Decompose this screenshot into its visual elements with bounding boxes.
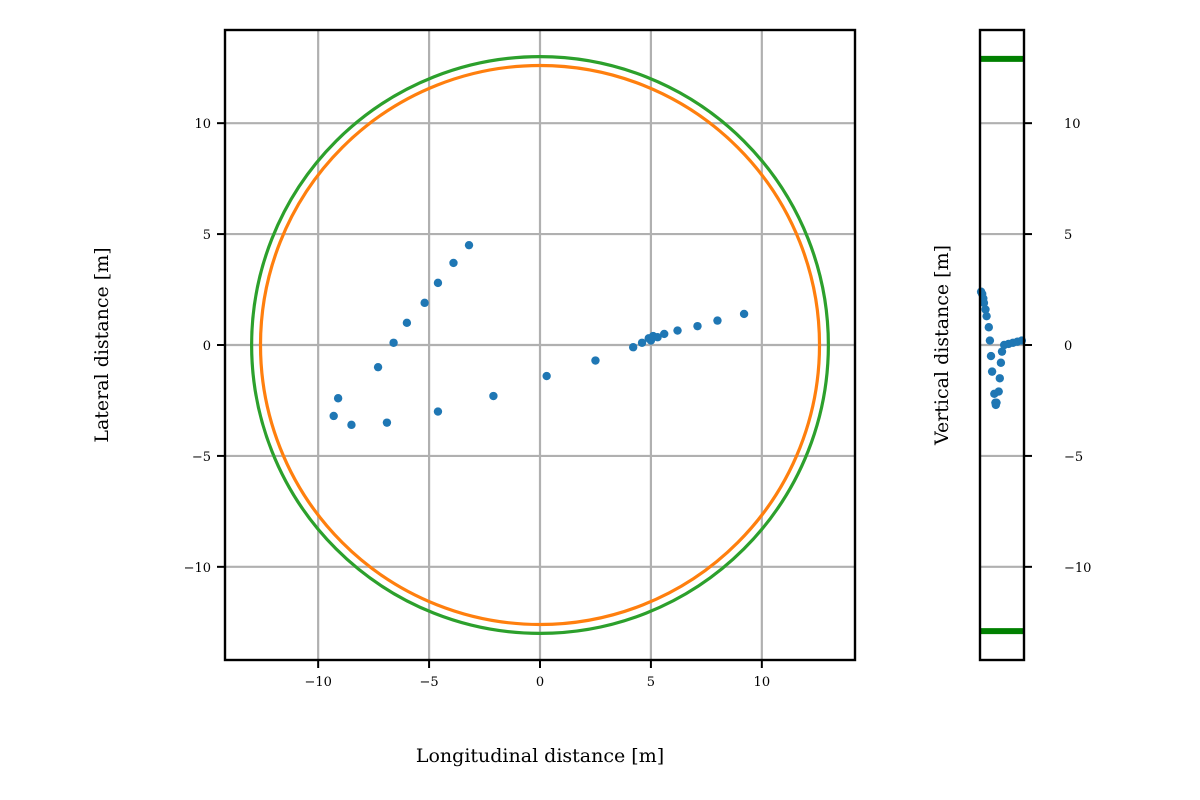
- scatter-point: [628, 343, 638, 352]
- scatter-point: [464, 240, 474, 250]
- range-circle: [250, 55, 830, 635]
- y-tick-label: 5: [203, 228, 211, 243]
- scatter-point: [693, 321, 702, 331]
- scatter-point: [992, 398, 1001, 407]
- scatter-point: [984, 323, 993, 332]
- x-tick-label: 5: [647, 675, 655, 690]
- scatter-point: [739, 309, 749, 319]
- side-tick-label: −10: [1064, 561, 1091, 576]
- scatter-point: [986, 351, 996, 361]
- x-axis-label: Longitudinal distance [m]: [416, 745, 664, 767]
- scatter-point: [433, 407, 443, 416]
- y-tick-label: 10: [194, 117, 211, 132]
- scatter-point: [660, 329, 669, 339]
- side-tick-label: 10: [1064, 117, 1081, 132]
- side-plot: −10 −5 0 5 10 Vertical distance [m]: [931, 28, 1091, 662]
- scatter-point: [420, 298, 429, 308]
- scatter-point: [542, 371, 551, 381]
- scatter-point: [329, 411, 338, 421]
- scatter-point: [333, 394, 343, 403]
- x-tick-label: 0: [536, 675, 544, 690]
- scatter-point: [591, 356, 600, 365]
- range-circle: [258, 63, 822, 627]
- scatter-point: [382, 418, 392, 427]
- y-axis-label: Lateral distance [m]: [91, 247, 113, 442]
- scatter-point: [489, 391, 498, 401]
- scatter-point: [979, 298, 989, 308]
- side-tick-label: −5: [1064, 450, 1083, 465]
- scatter-point: [996, 358, 1006, 367]
- main-scatter-series: [329, 240, 749, 430]
- y-tick-label: −10: [184, 561, 211, 576]
- y-tick-label: −5: [192, 450, 211, 465]
- scatter-point: [713, 316, 722, 325]
- scatter-point: [402, 318, 412, 328]
- side-grid: [980, 122, 1024, 568]
- scatter-point: [373, 362, 383, 372]
- scatter-point: [637, 338, 647, 347]
- scatter-point: [981, 305, 990, 314]
- y-tick-label: 0: [203, 339, 211, 354]
- main-circles: [250, 55, 830, 635]
- side-ticks: −10 −5 0 5 10: [1024, 117, 1091, 576]
- x-tick-label: 10: [754, 675, 771, 690]
- scatter-point: [987, 367, 997, 376]
- scatter-point: [997, 347, 1007, 356]
- main-ticks: −10 −5 0 5 10 −10 −5 0 5 10: [184, 117, 771, 690]
- vertical-axis-label: Vertical distance [m]: [931, 245, 953, 446]
- scatter-point: [653, 333, 662, 342]
- scatter-point: [673, 326, 682, 335]
- scatter-point: [347, 420, 356, 430]
- x-tick-label: −10: [304, 675, 331, 690]
- scatter-point: [982, 311, 991, 321]
- main-plot: −10 −5 0 5 10 −10 −5 0 5 10 Longitudinal distance…: [91, 28, 857, 767]
- scatter-point: [994, 387, 1003, 396]
- scatter-point: [433, 278, 443, 288]
- side-tick-label: 0: [1064, 339, 1072, 354]
- main-grid: [225, 30, 855, 660]
- scatter-point: [985, 336, 995, 345]
- x-tick-label: −5: [419, 675, 438, 690]
- scatter-point: [389, 338, 398, 347]
- side-tick-label: 5: [1064, 228, 1072, 243]
- scatter-point: [995, 374, 1004, 383]
- side-limit-lines: [980, 55, 1024, 635]
- scatter-point: [449, 258, 458, 268]
